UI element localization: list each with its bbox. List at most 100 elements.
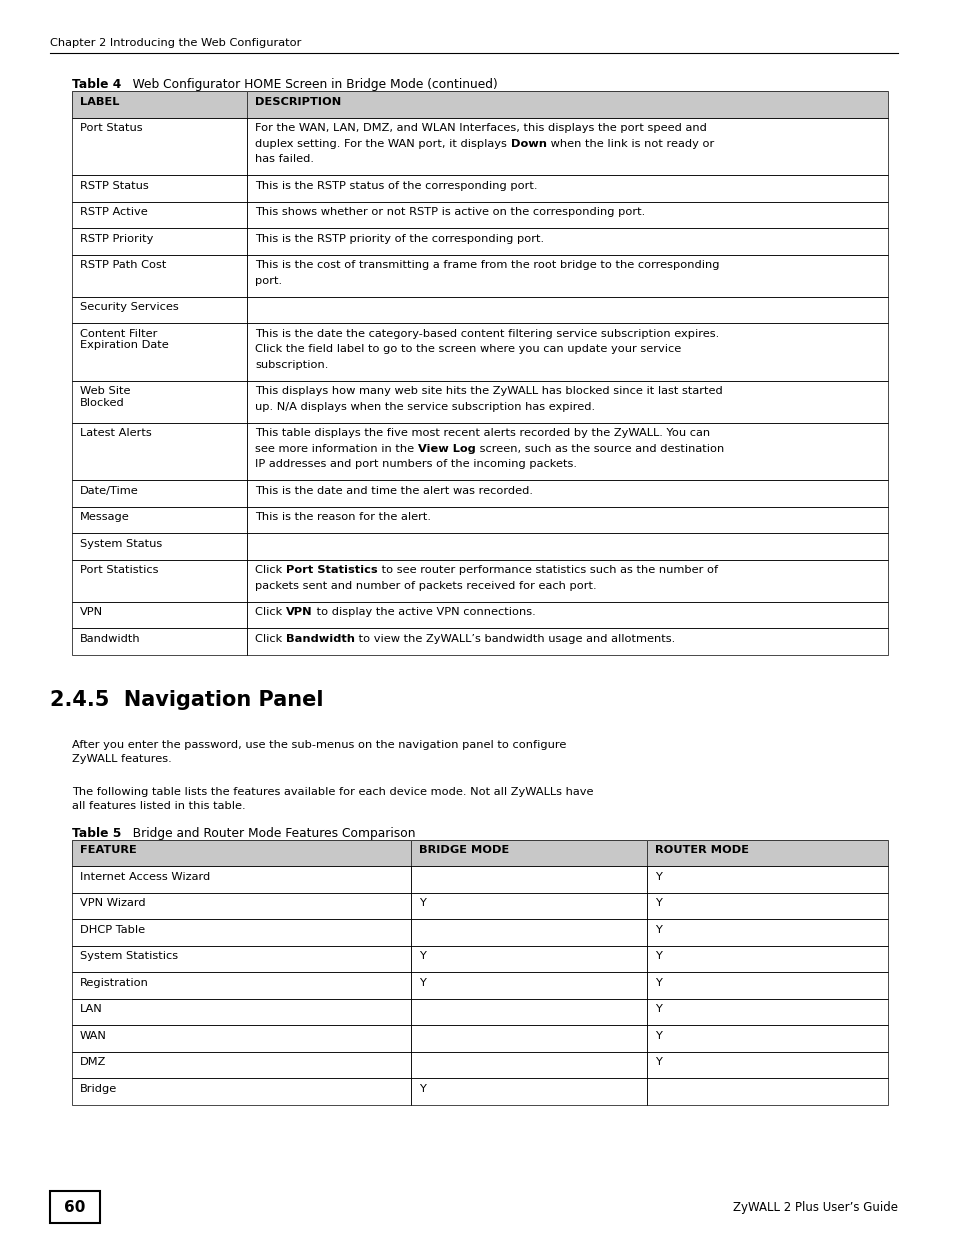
Bar [71, 629, 247, 655]
Text: see more information in the: see more information in the [255, 443, 417, 453]
Bar [646, 840, 887, 866]
Text: screen, such as the source and destination: screen, such as the source and destinati… [476, 443, 723, 453]
Text: Security Services: Security Services [80, 303, 178, 312]
Text: Date/Time: Date/Time [80, 485, 138, 495]
Text: Y: Y [655, 925, 661, 935]
Bar [71, 972, 410, 999]
Text: This displays how many web site hits the ZyWALL has blocked since it last starte: This displays how many web site hits the… [255, 387, 722, 396]
Text: FEATURE: FEATURE [80, 845, 136, 855]
Bar [71, 999, 410, 1025]
Text: This is the date and time the alert was recorded.: This is the date and time the alert was … [255, 485, 533, 495]
Text: Click the field label to go to the screen where you can update your service: Click the field label to go to the scree… [255, 345, 681, 354]
Text: This table displays the five most recent alerts recorded by the ZyWALL. You can: This table displays the five most recent… [255, 429, 710, 438]
Bar [247, 254, 887, 296]
Bar [71, 480, 247, 506]
Text: Bridge and Router Mode Features Comparison: Bridge and Router Mode Features Comparis… [121, 826, 416, 840]
Bar [410, 1051, 646, 1078]
Text: Y: Y [655, 977, 661, 988]
Bar [247, 480, 887, 506]
Text: to see router performance statistics such as the number of: to see router performance statistics suc… [377, 564, 718, 576]
Text: subscription.: subscription. [255, 359, 329, 369]
Text: ROUTER MODE: ROUTER MODE [655, 845, 748, 855]
Bar [247, 324, 887, 380]
Text: Click: Click [255, 564, 286, 576]
Bar [71, 91, 247, 117]
Text: Web Configurator HOME Screen in Bridge Mode (continued): Web Configurator HOME Screen in Bridge M… [121, 78, 497, 91]
Text: DHCP Table: DHCP Table [80, 925, 145, 935]
Text: Port Statistics: Port Statistics [80, 564, 158, 576]
Text: Bridge: Bridge [80, 1083, 117, 1093]
Bar [71, 1051, 410, 1078]
Bar [646, 866, 887, 893]
Bar [247, 506, 887, 534]
Text: For the WAN, LAN, DMZ, and WLAN Interfaces, this displays the port speed and: For the WAN, LAN, DMZ, and WLAN Interfac… [255, 124, 706, 133]
Bar [71, 91, 247, 117]
Text: LAN: LAN [80, 1004, 103, 1014]
Text: packets sent and number of packets received for each port.: packets sent and number of packets recei… [255, 580, 597, 590]
Text: Internet Access Wizard: Internet Access Wizard [80, 872, 210, 882]
Bar [646, 1025, 887, 1051]
Bar [71, 296, 247, 324]
Bar [410, 946, 646, 972]
Bar [646, 972, 887, 999]
Bar [71, 201, 247, 228]
Bar [71, 534, 247, 559]
Bar [71, 117, 247, 175]
Text: WAN: WAN [80, 1030, 107, 1041]
Text: Y: Y [418, 951, 425, 961]
Bar [71, 919, 410, 946]
Bar [410, 840, 646, 866]
Bar [71, 866, 410, 893]
Bar [646, 999, 887, 1025]
Bar [646, 946, 887, 972]
Text: 60: 60 [64, 1199, 86, 1214]
Text: Web Site
Blocked: Web Site Blocked [80, 387, 131, 408]
Text: Y: Y [418, 898, 425, 908]
Text: Y: Y [655, 951, 661, 961]
Bar [247, 534, 887, 559]
Bar [247, 91, 887, 117]
Text: System Status: System Status [80, 538, 162, 548]
Text: DMZ: DMZ [80, 1057, 107, 1067]
Bar [71, 601, 247, 629]
Bar [410, 866, 646, 893]
Bar [247, 601, 887, 629]
Text: Registration: Registration [80, 977, 149, 988]
Bar [247, 201, 887, 228]
Text: LABEL: LABEL [80, 96, 119, 106]
Text: After you enter the password, use the sub-menus on the navigation panel to confi: After you enter the password, use the su… [71, 740, 566, 764]
Text: Bandwidth: Bandwidth [286, 634, 355, 643]
Bar [410, 999, 646, 1025]
Text: Y: Y [418, 977, 425, 988]
Bar [247, 296, 887, 324]
Text: Latest Alerts: Latest Alerts [80, 429, 152, 438]
Text: port.: port. [255, 275, 282, 285]
Text: RSTP Path Cost: RSTP Path Cost [80, 261, 166, 270]
Bar [71, 893, 410, 919]
Text: Y: Y [418, 1083, 425, 1093]
Text: This is the cost of transmitting a frame from the root bridge to the correspondi: This is the cost of transmitting a frame… [255, 261, 720, 270]
Text: This shows whether or not RSTP is active on the corresponding port.: This shows whether or not RSTP is active… [255, 207, 645, 217]
Bar [247, 228, 887, 254]
Text: RSTP Active: RSTP Active [80, 207, 148, 217]
Bar [247, 91, 887, 117]
Text: up. N/A displays when the service subscription has expired.: up. N/A displays when the service subscr… [255, 401, 595, 411]
Text: This is the RSTP status of the corresponding port.: This is the RSTP status of the correspon… [255, 180, 537, 190]
Text: Y: Y [655, 1004, 661, 1014]
Text: This is the date the category-based content filtering service subscription expir: This is the date the category-based cont… [255, 329, 719, 338]
Bar [71, 840, 410, 866]
Bar [71, 228, 247, 254]
Text: to display the active VPN connections.: to display the active VPN connections. [313, 606, 536, 618]
Bar [410, 972, 646, 999]
Text: Y: Y [655, 898, 661, 908]
Text: Port Status: Port Status [80, 124, 143, 133]
Text: ZyWALL 2 Plus User’s Guide: ZyWALL 2 Plus User’s Guide [732, 1200, 897, 1214]
Bar [71, 380, 247, 422]
Bar [71, 840, 410, 866]
Bar [71, 506, 247, 534]
Text: Y: Y [655, 1030, 661, 1041]
Text: duplex setting. For the WAN port, it displays: duplex setting. For the WAN port, it dis… [255, 138, 511, 148]
Text: to view the ZyWALL’s bandwidth usage and allotments.: to view the ZyWALL’s bandwidth usage and… [355, 634, 675, 643]
Bar [646, 840, 887, 866]
Bar [247, 175, 887, 201]
